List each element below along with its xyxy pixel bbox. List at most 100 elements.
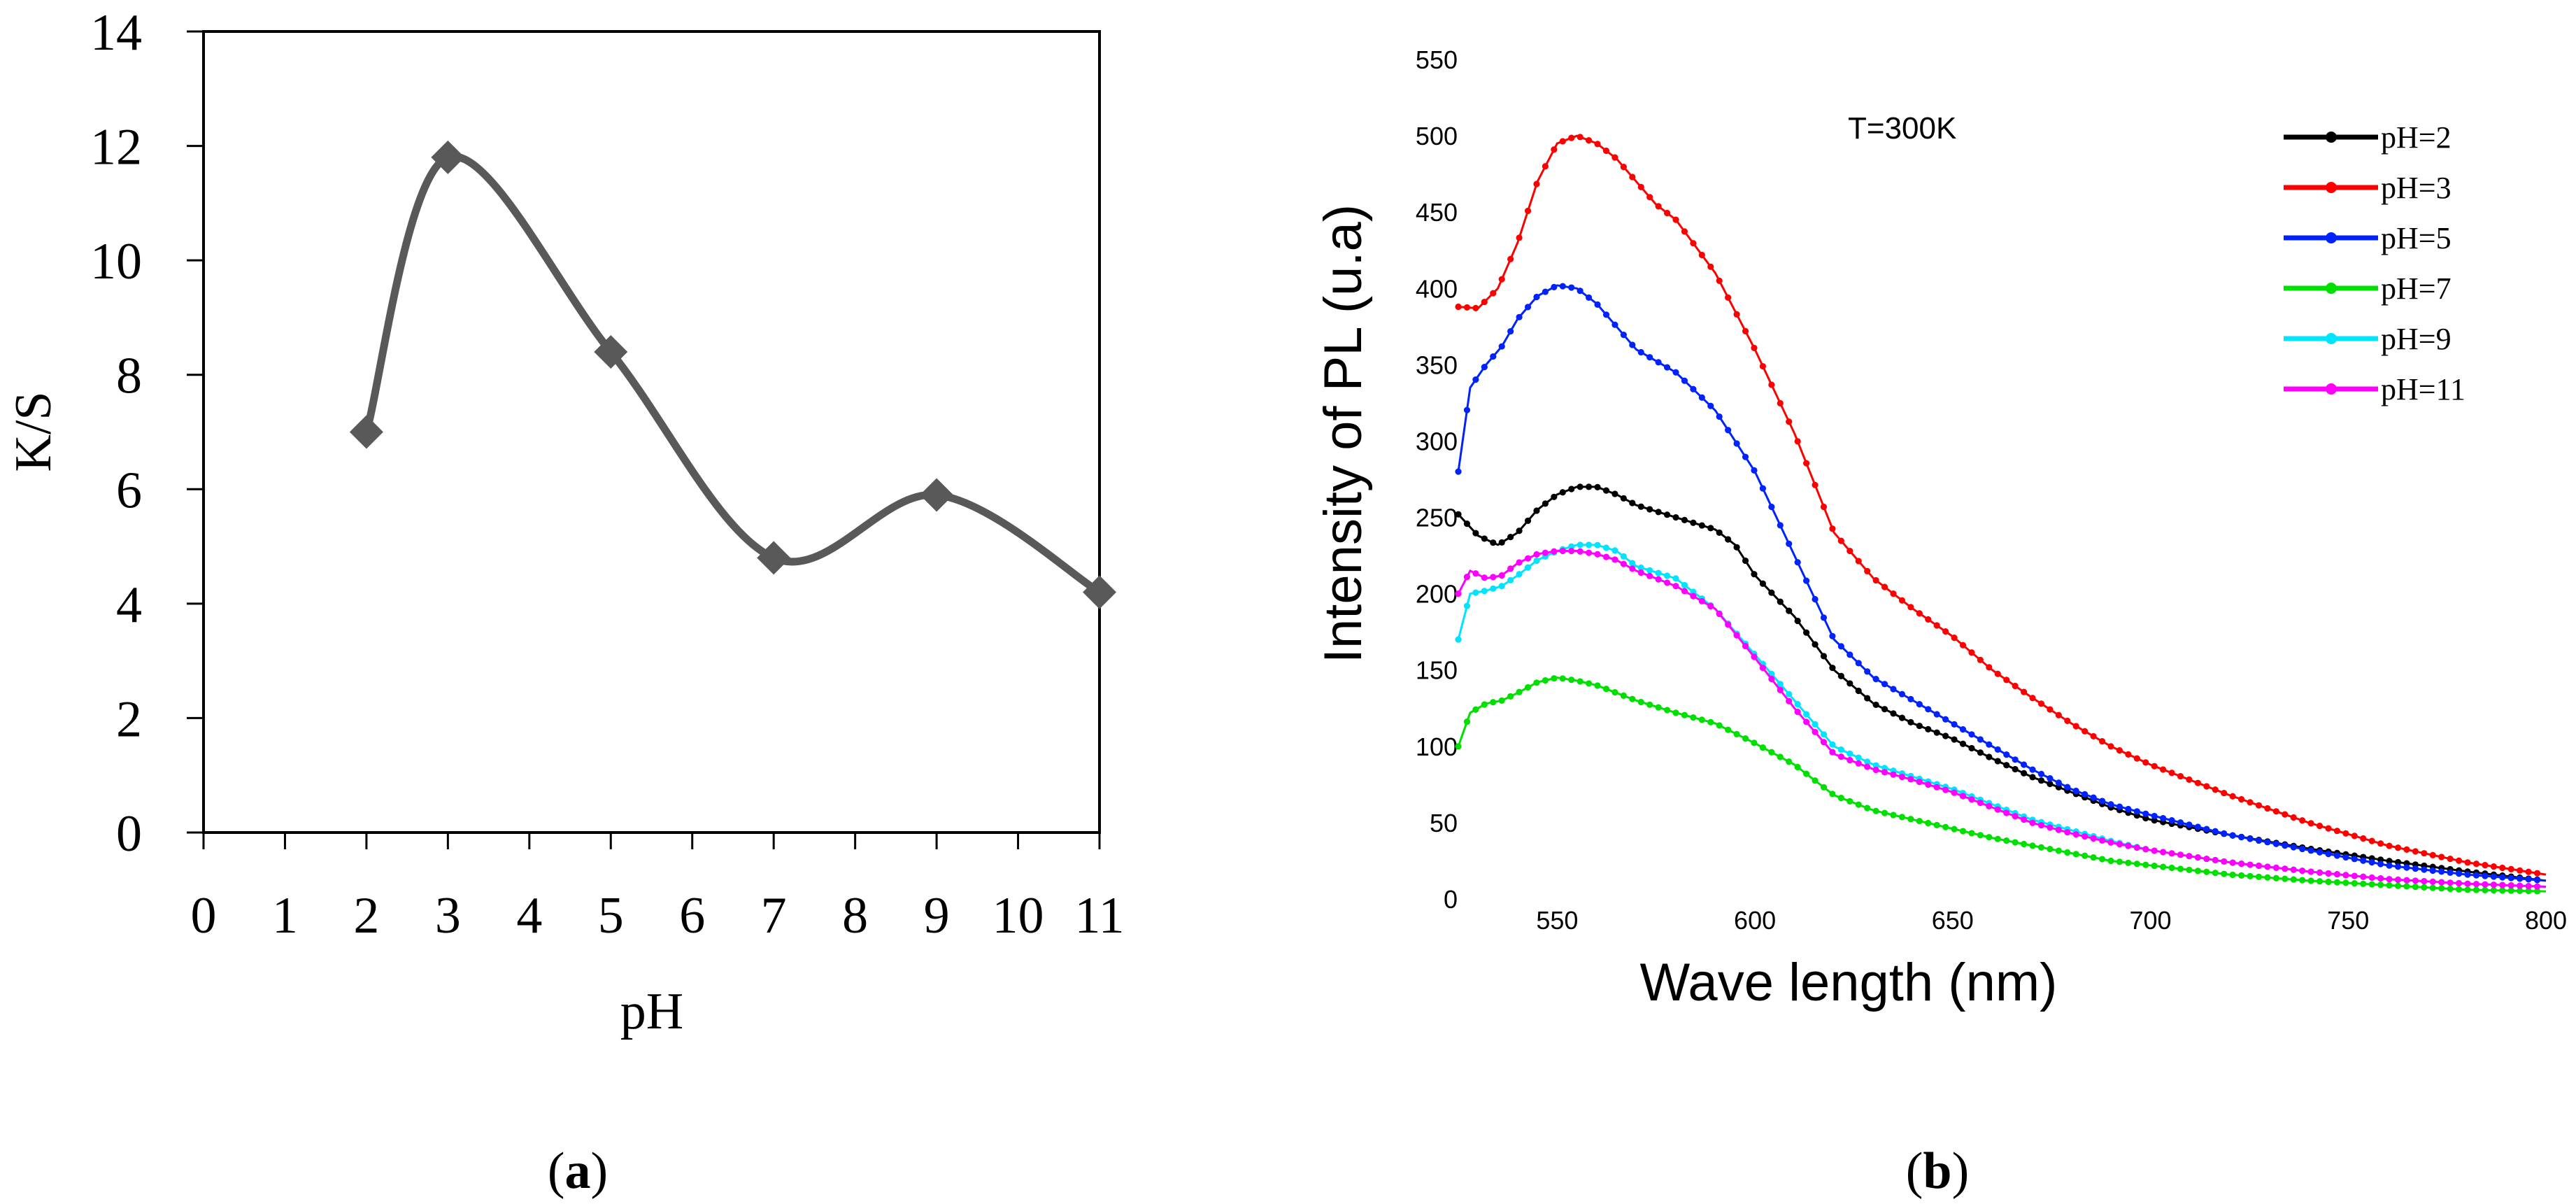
chart-b-data-point bbox=[2255, 862, 2263, 870]
chart-b-data-point bbox=[1542, 163, 1549, 170]
chart-b-data-point bbox=[2255, 873, 2263, 880]
chart-b-data-point bbox=[2229, 793, 2236, 800]
chart-b-data-point bbox=[2037, 821, 2045, 829]
chart-b-data-point bbox=[2325, 870, 2332, 877]
chart-b-data-point bbox=[2116, 746, 2123, 754]
chart-b-data-point bbox=[2325, 825, 2332, 832]
chart-b-data-point bbox=[1602, 487, 1610, 494]
chart-b-data-point bbox=[2168, 850, 2175, 857]
chart-b-data-point bbox=[2090, 794, 2097, 801]
chart-b-x-tick-label: 550 bbox=[1536, 906, 1578, 935]
chart-b-data-point bbox=[1472, 589, 1479, 596]
chart-b-data-point bbox=[1751, 653, 1758, 660]
chart-b-x-tick-label: 650 bbox=[1932, 906, 1974, 935]
chart-b-data-point bbox=[1794, 701, 1801, 708]
chart-b-data-point bbox=[2003, 809, 2010, 816]
chart-b-data-point bbox=[1942, 786, 1949, 793]
chart-b-data-point bbox=[2142, 861, 2149, 868]
chart-b-data-point bbox=[1602, 544, 1610, 551]
chart-b-data-point bbox=[2447, 885, 2454, 893]
chart-b-data-point bbox=[2116, 841, 2123, 848]
chart-b-data-point bbox=[1490, 585, 1497, 592]
chart-b-data-point bbox=[2047, 774, 2054, 782]
chart-b-data-point bbox=[2142, 846, 2149, 853]
chart-b-data-point bbox=[1751, 467, 1758, 474]
chart-b-data-point bbox=[1586, 483, 1593, 490]
chart-b-data-point bbox=[1829, 749, 1836, 756]
chart-a-x-tick-label: 11 bbox=[1074, 887, 1124, 944]
chart-b-data-point bbox=[1733, 544, 1740, 551]
chart-b-annotation: T=300K bbox=[1848, 111, 1956, 146]
chart-b-data-point bbox=[1551, 548, 1558, 555]
chart-b-data-point bbox=[2090, 854, 2097, 861]
chart-b-data-point bbox=[2064, 849, 2071, 856]
chart-b-data-point bbox=[2299, 817, 2306, 824]
chart-a-x-tick-label: 9 bbox=[924, 887, 950, 944]
chart-b-data-point bbox=[2290, 866, 2297, 873]
chart-b-data-point bbox=[1864, 805, 1871, 812]
chart-b-data-point bbox=[2072, 851, 2079, 858]
chart-b-data-point bbox=[2316, 869, 2324, 876]
chart-b-data-point bbox=[2072, 787, 2079, 795]
chart-b-data-point bbox=[2499, 887, 2506, 894]
chart-b-data-point bbox=[2160, 766, 2167, 773]
chart-b-data-point bbox=[1507, 327, 1514, 335]
chart-b-data-point bbox=[2360, 835, 2367, 842]
chart-b-data-point bbox=[2272, 840, 2279, 847]
chart-b-data-point bbox=[1490, 699, 1497, 706]
chart-b-data-point bbox=[2221, 830, 2228, 837]
chart-b-data-point bbox=[1629, 565, 1636, 572]
chart-b-series bbox=[1455, 134, 2547, 895]
chart-b-data-point bbox=[1681, 228, 1688, 235]
chart-b-y-tick-labels: 0 50 100 150 200 250 300 350 400 450 500 550 bbox=[1416, 45, 1458, 914]
chart-b-data-point bbox=[2272, 864, 2279, 871]
chart-b-data-point bbox=[2021, 840, 2028, 848]
chart-b-data-point bbox=[2029, 842, 2036, 849]
chart-b-data-point bbox=[2342, 830, 2349, 837]
chart-b-y-tick-label: 150 bbox=[1416, 656, 1458, 685]
chart-b-data-point bbox=[1846, 651, 1853, 658]
chart-b-data-point bbox=[2238, 834, 2245, 841]
chart-b-data-point bbox=[1602, 311, 1610, 318]
chart-b-data-point bbox=[1542, 288, 1549, 295]
chart-b-y-tick-label: 300 bbox=[1416, 427, 1458, 455]
chart-b-data-point bbox=[1855, 660, 1862, 667]
chart-b-data-point bbox=[1463, 304, 1471, 311]
legend-item: pH=5 bbox=[2284, 221, 2452, 255]
chart-b-y-tick-label: 400 bbox=[1416, 274, 1458, 303]
chart-b-data-point bbox=[2360, 873, 2367, 880]
chart-a-y-tick-label: 14 bbox=[90, 4, 142, 62]
chart-b-y-tick-label: 550 bbox=[1416, 45, 1458, 74]
chart-b-data-point bbox=[2282, 875, 2289, 882]
chart-b-data-point bbox=[2421, 884, 2428, 891]
chart-b-data-point bbox=[1594, 541, 1601, 548]
chart-b-data-point bbox=[1942, 628, 1949, 635]
chart-b-data-point bbox=[1898, 597, 1906, 604]
chart-b-data-point bbox=[2517, 882, 2524, 889]
chart-b-data-point bbox=[2316, 849, 2324, 856]
chart-b-data-point bbox=[2482, 881, 2489, 888]
chart-b-data-point bbox=[1559, 489, 1566, 496]
chart-b-data-point bbox=[2203, 826, 2210, 833]
chart-b-data-point bbox=[2133, 844, 2140, 851]
chart-b-data-point bbox=[2160, 814, 2167, 822]
chart-a-x-tick-label: 8 bbox=[842, 887, 868, 944]
chart-b-data-point bbox=[2064, 784, 2071, 791]
chart-a-ticks bbox=[187, 30, 1101, 849]
chart-b-data-point bbox=[1846, 798, 1853, 805]
chart-b-data-point bbox=[1846, 547, 1853, 555]
chart-b-data-point bbox=[1846, 750, 1853, 757]
chart-b-data-point bbox=[1524, 304, 1532, 311]
chart-a-x-tick-label: 2 bbox=[353, 887, 379, 944]
chart-b-data-point bbox=[1681, 711, 1688, 718]
chart-b-data-point bbox=[1498, 539, 1505, 546]
chart-b-data-point bbox=[1681, 377, 1688, 384]
chart-b-data-point bbox=[2021, 770, 2028, 777]
chart-b-y-tick-label: 350 bbox=[1416, 350, 1458, 379]
chart-b-data-point bbox=[1786, 758, 1793, 765]
chart-b-y-axis-label: Intensity of PL (u.a) bbox=[1314, 204, 1373, 663]
chart-b-data-point bbox=[1916, 818, 1923, 825]
chart-a-x-tick-label: 7 bbox=[761, 887, 787, 944]
chart-b-data-point bbox=[1577, 134, 1584, 141]
